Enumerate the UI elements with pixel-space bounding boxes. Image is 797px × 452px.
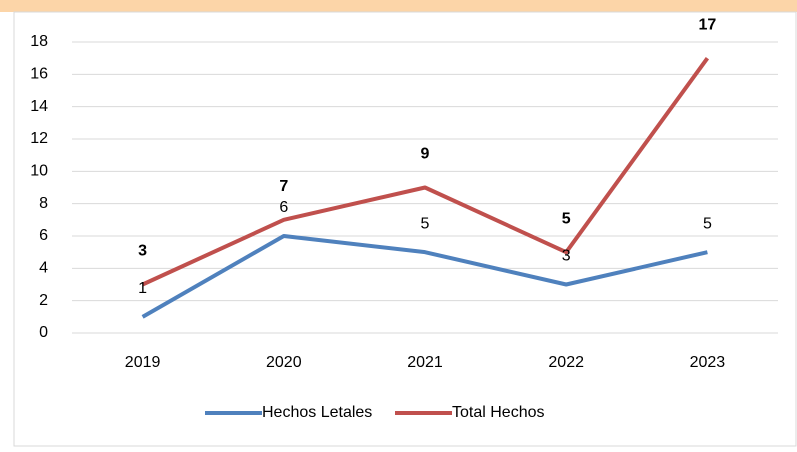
data-label: 17	[699, 16, 717, 33]
legend-label: Total Hechos	[452, 404, 545, 421]
data-label: 9	[421, 146, 430, 163]
data-label: 5	[703, 215, 712, 232]
data-label: 1	[138, 280, 147, 297]
data-label: 3	[138, 243, 147, 260]
series-line	[141, 56, 710, 287]
x-tick-label: 2022	[548, 354, 584, 371]
y-tick-label: 14	[30, 98, 48, 115]
chart-frame	[13, 11, 797, 447]
y-tick-label: 18	[30, 33, 48, 50]
data-label: 3	[562, 248, 571, 265]
y-tick-label: 2	[39, 292, 48, 309]
data-label: 5	[562, 210, 571, 227]
y-tick-label: 4	[39, 260, 48, 277]
y-tick-label: 10	[30, 163, 48, 180]
top-band	[0, 0, 797, 12]
y-tick-label: 16	[30, 66, 48, 83]
legend-label: Hechos Letales	[262, 404, 372, 421]
y-tick-label: 6	[39, 227, 48, 244]
x-tick-label: 2023	[690, 354, 726, 371]
x-tick-label: 2020	[266, 354, 302, 371]
data-label: 6	[279, 199, 288, 216]
data-label: 7	[279, 178, 288, 195]
y-tick-label: 8	[39, 195, 48, 212]
data-label: 5	[421, 215, 430, 232]
y-tick-label: 0	[39, 324, 48, 341]
x-tick-label: 2021	[407, 354, 443, 371]
y-tick-label: 12	[30, 130, 48, 147]
x-tick-label: 2019	[125, 354, 161, 371]
series-line	[141, 234, 708, 319]
